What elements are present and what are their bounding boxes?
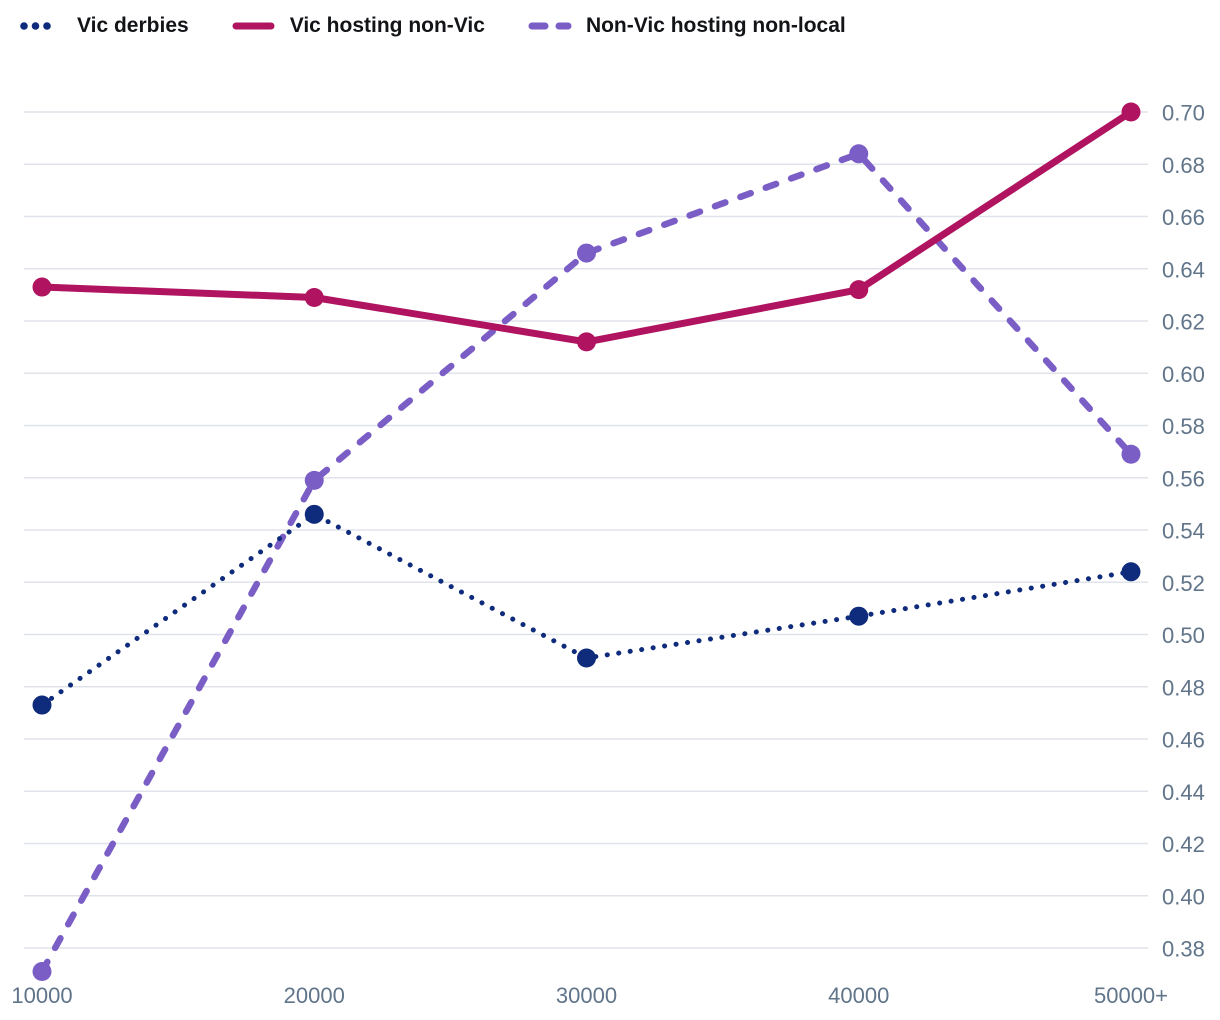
dotted-line-swatch-icon [18, 21, 64, 31]
data-point-non-vic-hosting-non-local-40000[interactable] [849, 144, 869, 164]
chart-legend: Vic derbies Vic hosting non-Vic Non-Vic ho… [18, 14, 846, 38]
y-tick-label: 0.60 [1162, 362, 1205, 387]
data-point-vic-derbies-20000[interactable] [304, 504, 324, 524]
legend-item-vic-derbies: Vic derbies [18, 14, 189, 38]
legend-label: Non-Vic hosting non-local [585, 14, 846, 37]
y-tick-label: 0.56 [1162, 466, 1205, 491]
data-point-vic-hosting-non-vic-30000[interactable] [577, 332, 596, 352]
data-point-non-vic-hosting-non-local-30000[interactable] [577, 243, 596, 263]
legend-label: Vic hosting non-Vic [289, 14, 485, 37]
y-tick-label: 0.54 [1162, 519, 1205, 544]
y-tick-label: 0.62 [1162, 310, 1205, 335]
y-tick-label: 0.68 [1162, 153, 1205, 178]
data-point-vic-hosting-non-vic-50000plus[interactable] [1121, 102, 1141, 122]
solid-line-swatch-icon [231, 21, 277, 31]
data-point-non-vic-hosting-non-local-10000[interactable] [32, 962, 52, 982]
data-point-vic-derbies-10000[interactable] [32, 695, 52, 715]
series-vic-derbies [32, 504, 1141, 715]
series-line-non-vic-hosting-non-local [38, 150, 1135, 975]
y-tick-label: 0.50 [1162, 623, 1205, 648]
y-tick-label: 0.66 [1162, 205, 1205, 230]
y-tick-label: 0.40 [1162, 884, 1205, 909]
y-tick-label: 0.42 [1162, 832, 1205, 857]
y-tick-label: 0.48 [1162, 675, 1205, 700]
y-tick-label: 0.38 [1162, 937, 1205, 962]
y-tick-label: 0.70 [1162, 101, 1205, 126]
data-point-vic-derbies-40000[interactable] [849, 606, 869, 626]
data-point-vic-hosting-non-vic-20000[interactable] [304, 287, 324, 307]
series-vic-hosting-non-vic [32, 102, 1141, 352]
data-point-vic-hosting-non-vic-40000[interactable] [849, 280, 869, 300]
x-axis-label-50000: 50000+ [1094, 983, 1168, 1008]
dashed-line-swatch-icon [527, 21, 573, 31]
x-axis-label-30000: 30000 [556, 983, 617, 1008]
data-point-vic-derbies-50000plus[interactable] [1121, 562, 1141, 582]
data-point-non-vic-hosting-non-local-50000plus[interactable] [1121, 444, 1141, 464]
line-chart: 0.70 0.68 0.66 0.64 0.62 0.60 0.58 0.56 0.54 0.52… [11, 101, 1205, 1009]
legend-item-vic-hosting-non-vic: Vic hosting non-Vic [231, 14, 485, 38]
y-tick-label: 0.52 [1162, 571, 1205, 596]
legend-item-non-vic-hosting-non-local: Non-Vic hosting non-local [527, 14, 846, 38]
x-axis-label-20000: 20000 [284, 983, 345, 1008]
y-tick-label: 0.44 [1162, 780, 1205, 805]
data-point-vic-hosting-non-vic-10000[interactable] [32, 277, 52, 297]
x-axis-label-40000: 40000 [828, 983, 889, 1008]
legend-label: Vic derbies [77, 14, 189, 37]
series-line-vic-hosting-non-vic [38, 108, 1135, 346]
y-tick-label: 0.46 [1162, 728, 1205, 753]
series-non-vic-hosting-non-local [32, 144, 1141, 982]
y-tick-label: 0.64 [1162, 257, 1205, 282]
x-axis-label-10000: 10000 [11, 983, 72, 1008]
data-point-vic-derbies-30000[interactable] [577, 648, 596, 668]
data-point-non-vic-hosting-non-local-20000[interactable] [304, 470, 324, 490]
y-tick-label: 0.58 [1162, 414, 1205, 439]
